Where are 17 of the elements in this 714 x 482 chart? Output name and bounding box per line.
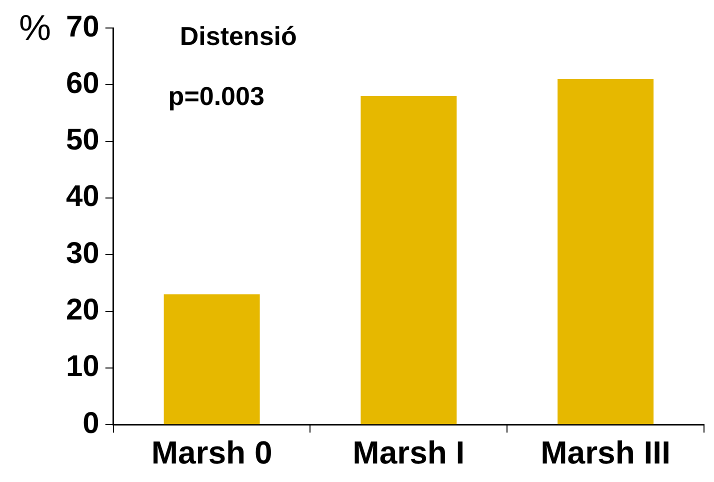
y-axis-title: % (18, 6, 52, 48)
chart-title: Distensió (180, 21, 297, 52)
bar (164, 294, 260, 424)
y-tick-label: 40 (66, 180, 100, 214)
y-tick-label: 70 (66, 10, 100, 44)
y-tick-label: 20 (66, 294, 100, 327)
x-tick-label: Marsh III (540, 434, 670, 471)
bar (360, 96, 457, 424)
x-tick-label: Marsh I (352, 434, 465, 471)
y-tick-label: 30 (66, 236, 100, 270)
y-tick-label: 60 (66, 66, 100, 100)
y-tick-label: 10 (66, 350, 100, 384)
bar (558, 78, 654, 424)
annotation: p=0.003 (168, 81, 264, 112)
x-tick-label: Marsh 0 (151, 434, 272, 471)
y-tick-label: 50 (66, 124, 100, 157)
y-tick-label: 0 (82, 406, 100, 440)
